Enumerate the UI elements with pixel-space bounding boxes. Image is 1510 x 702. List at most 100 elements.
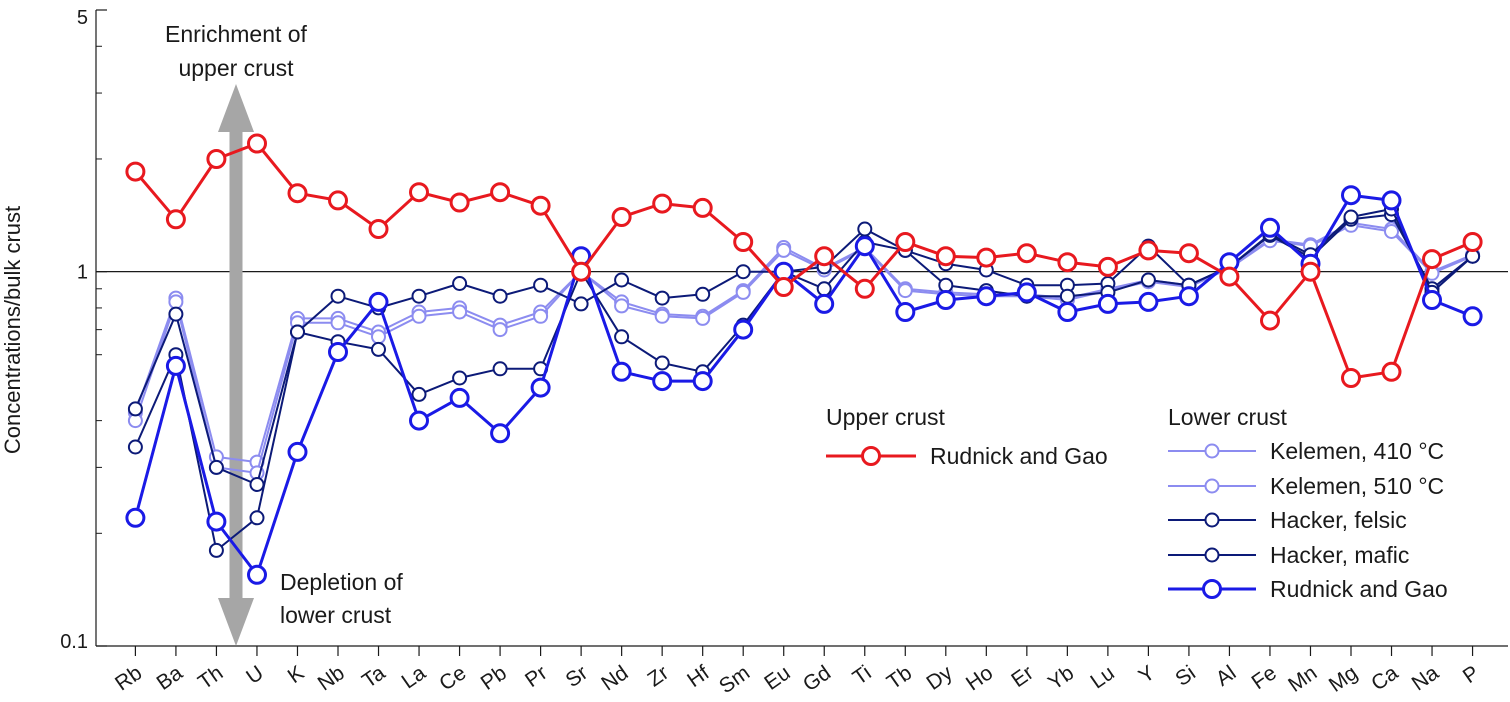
data-point — [976, 247, 997, 268]
data-point — [247, 133, 267, 154]
data-point — [935, 290, 956, 310]
data-point — [895, 232, 916, 252]
data-point — [530, 377, 551, 398]
annotation-enrichment-line2: upper crust — [178, 55, 294, 81]
data-point — [1059, 288, 1075, 304]
series-line — [134, 208, 1474, 552]
data-point — [371, 329, 386, 345]
data-point — [897, 283, 913, 299]
data-point — [206, 511, 227, 532]
legend-swatch-marker — [1204, 512, 1220, 528]
x-tick-label: Y — [1135, 661, 1160, 688]
data-point — [857, 221, 873, 237]
data-point — [168, 294, 184, 310]
data-point — [249, 510, 265, 526]
legend-entry: Kelemen, 510 °C — [1168, 473, 1444, 499]
data-point — [249, 477, 265, 492]
legend-swatch-marker — [1202, 579, 1222, 599]
data-point — [776, 242, 792, 258]
data-point — [1057, 302, 1078, 322]
x-tick-label: Pr — [521, 661, 551, 692]
data-point — [530, 195, 551, 216]
legend-entry: Kelemen, 410 °C — [1168, 438, 1444, 464]
series-hacker-mafic-lower-crust — [127, 201, 1481, 558]
data-point — [611, 361, 632, 382]
data-point — [411, 386, 427, 402]
data-point — [165, 355, 186, 376]
legend-label: Hacker, mafic — [1270, 542, 1409, 568]
x-tick-label: Ce — [435, 661, 470, 695]
data-point — [1138, 291, 1159, 312]
data-point — [614, 298, 630, 314]
data-point — [695, 310, 711, 326]
x-tick-label: Tb — [883, 661, 916, 694]
data-point — [368, 219, 389, 239]
y-tick-label: 0.1 — [60, 631, 88, 653]
y-tick-label: 1 — [77, 262, 88, 284]
data-point — [652, 193, 673, 214]
data-point — [1057, 252, 1078, 273]
data-point — [1384, 224, 1399, 239]
legend-label: Rudnick and Gao — [930, 443, 1108, 469]
data-point — [127, 401, 143, 417]
x-tick-label: Sr — [562, 661, 592, 692]
data-point — [1138, 240, 1159, 261]
data-point — [733, 319, 754, 340]
data-point — [1381, 361, 1402, 382]
x-tick-label: Al — [1212, 661, 1241, 691]
arrow-head-up — [218, 84, 254, 132]
data-point — [1140, 272, 1156, 288]
x-tick-label: Dy — [922, 661, 957, 695]
data-point — [654, 290, 670, 306]
data-point — [125, 161, 146, 182]
series-line — [134, 142, 1474, 380]
data-point — [816, 281, 832, 297]
x-tick-label: Ca — [1367, 661, 1402, 695]
data-point — [695, 286, 711, 302]
data-point — [1178, 243, 1199, 264]
data-point — [1341, 185, 1361, 206]
x-tick-label: Hf — [683, 661, 714, 692]
data-point — [125, 507, 146, 528]
data-point — [1260, 310, 1280, 331]
x-tick-label: Si — [1171, 661, 1200, 691]
data-point — [1097, 293, 1118, 314]
series-line — [133, 193, 1474, 577]
x-tick-label: Ti — [849, 661, 876, 689]
data-point — [895, 302, 916, 322]
data-point — [652, 371, 673, 392]
data-point — [330, 288, 346, 304]
data-point — [735, 264, 751, 280]
data-point — [614, 329, 630, 345]
data-point — [290, 324, 305, 340]
data-point — [814, 246, 835, 267]
data-point — [452, 370, 468, 386]
data-point — [452, 276, 468, 291]
data-point — [854, 236, 875, 257]
data-point — [371, 341, 386, 357]
x-tick-label: Gd — [799, 661, 835, 696]
annotation-depletion-line2: lower crust — [280, 602, 392, 628]
annotation-enrichment-line1: Enrichment of — [165, 21, 308, 47]
legend-label: Hacker, felsic — [1270, 507, 1407, 533]
data-point — [1016, 243, 1037, 264]
data-point — [1462, 306, 1483, 327]
data-point — [773, 277, 794, 297]
arrow-shaft — [229, 128, 243, 602]
data-point — [692, 371, 713, 392]
data-point — [654, 308, 670, 324]
data-point — [247, 564, 267, 585]
data-point — [492, 361, 508, 377]
data-point — [1343, 209, 1359, 225]
annotations: Enrichment of upper crust Depletion of l… — [165, 21, 403, 628]
x-tick-label: K — [284, 661, 309, 688]
data-point — [409, 182, 429, 203]
y-axis-title: Concentrations/bulk crust — [0, 206, 25, 454]
x-tick-label: P — [1459, 661, 1484, 688]
legend-title-lower-crust: Lower crust — [1168, 404, 1287, 430]
data-point — [611, 207, 632, 227]
data-point — [328, 342, 348, 362]
x-tick-label: Th — [194, 661, 227, 694]
x-tick-label: Nb — [314, 661, 349, 695]
